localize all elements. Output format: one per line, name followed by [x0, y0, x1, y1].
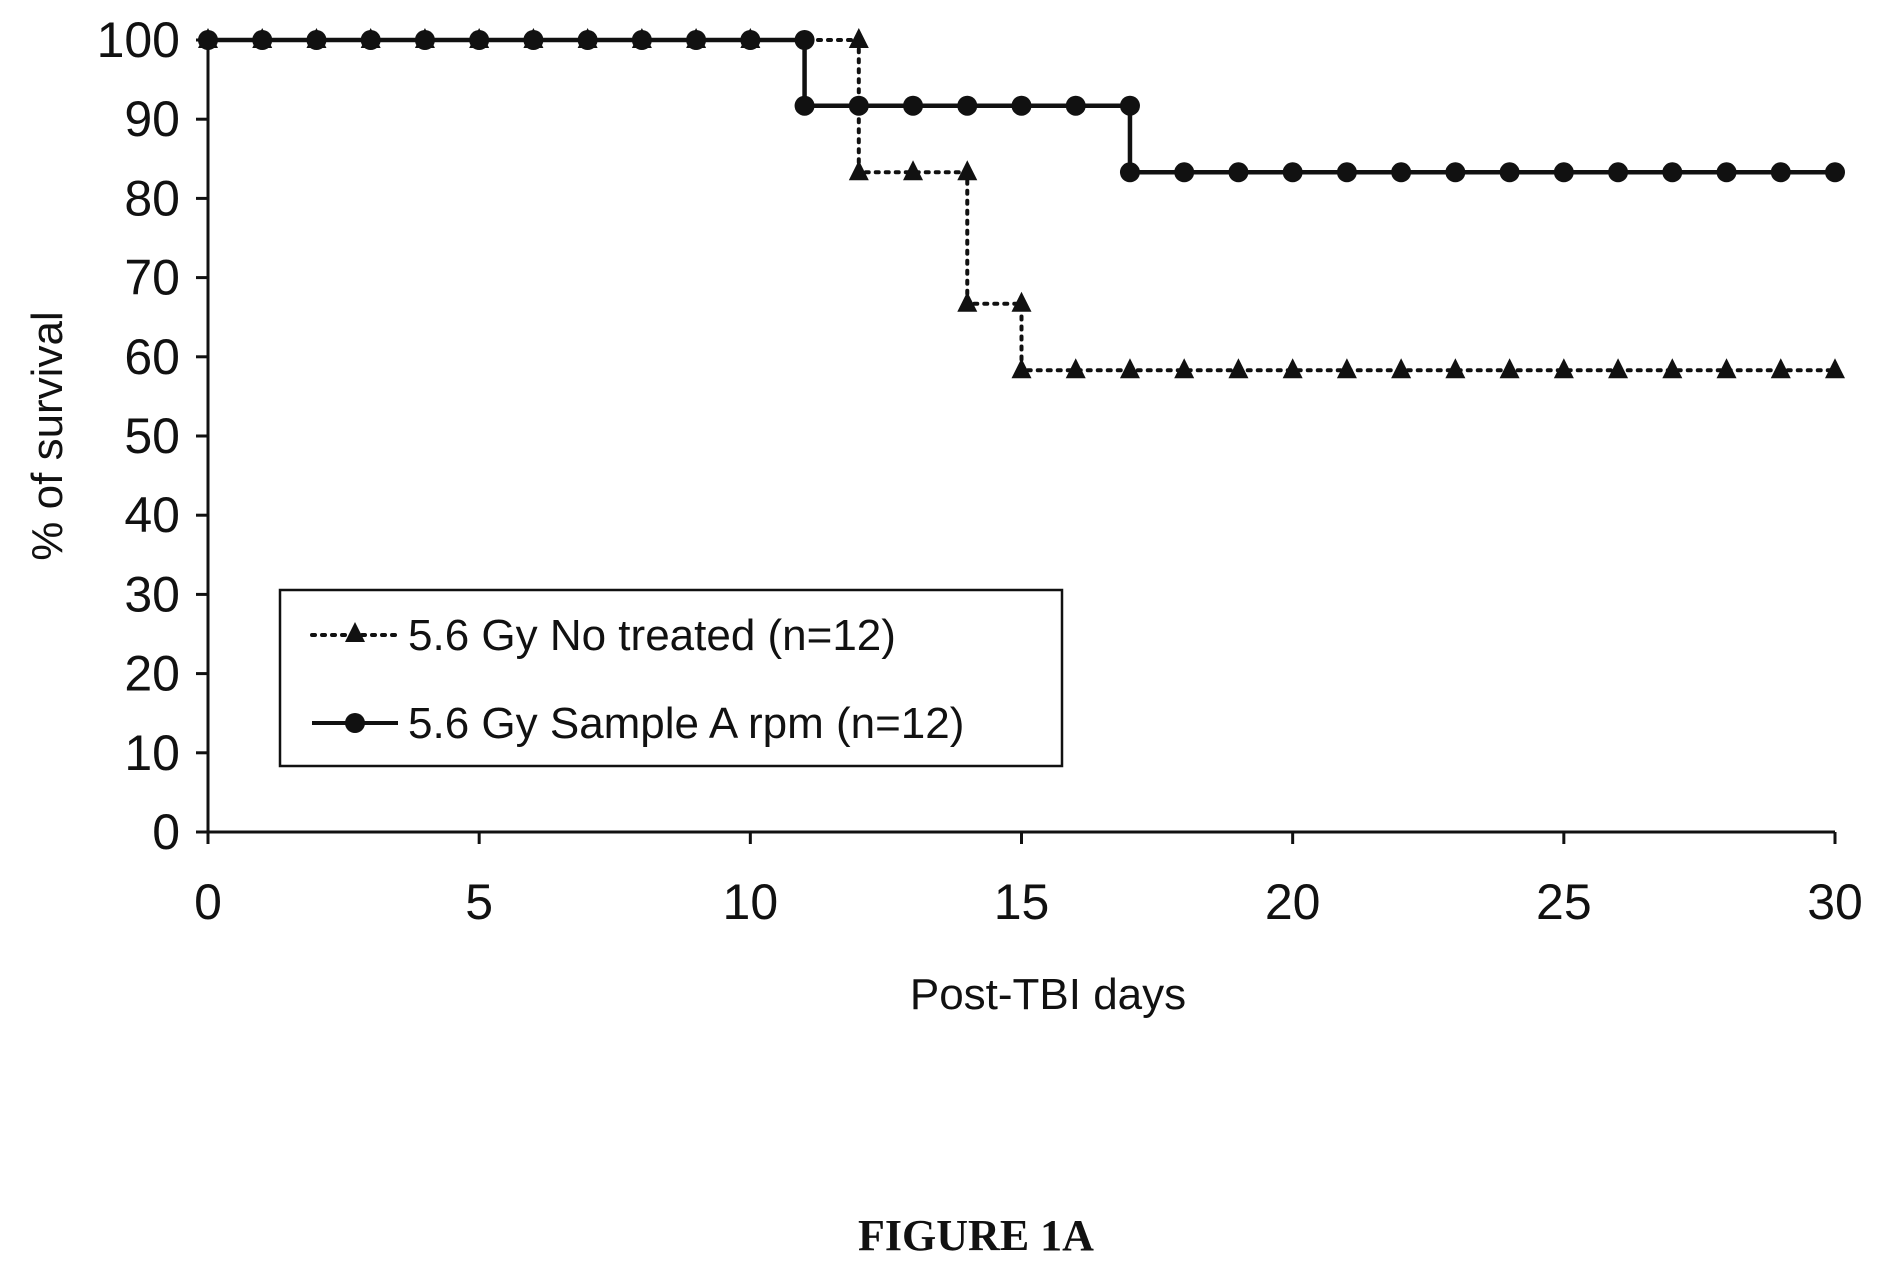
legend-entry-sample-a: 5.6 Gy Sample A rpm (n=12)	[312, 699, 964, 748]
y-tick-label: 80	[124, 170, 180, 226]
y-tick-label: 10	[124, 725, 180, 781]
x-tick-label: 0	[194, 874, 222, 930]
triangle-data-point	[957, 291, 978, 312]
y-tick-label: 50	[124, 408, 180, 464]
circle-data-point	[740, 30, 761, 50]
circle-data-point	[631, 30, 652, 50]
circle-data-point	[1553, 162, 1574, 183]
circle-data-point	[1174, 162, 1195, 183]
legend: 5.6 Gy No treated (n=12) 5.6 Gy Sample A…	[278, 588, 1064, 768]
triangle-data-point	[1228, 358, 1249, 379]
circle-data-point	[1228, 162, 1249, 183]
x-tick-label: 5	[465, 874, 493, 930]
triangle-data-point	[1119, 358, 1140, 379]
circle-data-point	[1011, 95, 1032, 116]
circle-data-point	[1608, 162, 1629, 183]
circle-data-point	[1825, 162, 1845, 183]
series-line	[206, 38, 1837, 373]
x-tick-label: 25	[1536, 874, 1592, 930]
triangle-data-point	[1825, 358, 1845, 379]
triangle-data-point	[1336, 358, 1357, 379]
legend-circle-marker	[345, 713, 365, 733]
series-sample-a	[198, 30, 1845, 183]
circle-data-point	[1499, 162, 1520, 183]
circle-data-point	[1065, 95, 1086, 116]
triangle-data-point	[1391, 358, 1412, 379]
circle-data-point	[794, 30, 815, 50]
y-tick-label: 60	[124, 329, 180, 385]
legend-triangle-marker	[345, 622, 365, 642]
circle-data-point	[523, 30, 544, 50]
circle-data-point	[848, 95, 869, 116]
triangle-data-point	[848, 160, 869, 181]
x-tick-label: 30	[1807, 874, 1863, 930]
y-axis-title: % of survival	[23, 311, 72, 560]
circle-data-point	[1716, 162, 1737, 183]
triangle-data-point	[1065, 358, 1086, 379]
triangle-data-point	[1011, 358, 1032, 379]
y-tick-label: 0	[152, 804, 180, 860]
circle-data-point	[903, 95, 924, 116]
y-tick-label: 20	[124, 646, 180, 702]
triangle-data-point	[1174, 358, 1195, 379]
circle-data-point	[360, 30, 381, 50]
circle-data-point	[1662, 162, 1683, 183]
circle-data-point	[1282, 162, 1303, 183]
y-tick-label: 40	[124, 487, 180, 543]
y-tick-label: 70	[124, 250, 180, 306]
circle-data-point	[957, 95, 978, 116]
x-tick-label: 10	[723, 874, 779, 930]
triangle-data-point	[1282, 358, 1303, 379]
legend-box	[278, 588, 1064, 768]
x-tick-label: 15	[994, 874, 1050, 930]
triangle-data-point	[1499, 358, 1520, 379]
circle-data-point	[1336, 162, 1357, 183]
triangle-data-point	[1770, 358, 1791, 379]
triangle-data-point	[1716, 358, 1737, 379]
figure-caption: FIGURE 1A	[858, 1211, 1094, 1260]
circle-data-point	[1445, 162, 1466, 183]
circle-data-point	[306, 30, 327, 50]
triangle-data-point	[903, 160, 924, 181]
circle-data-point	[1770, 162, 1791, 183]
triangle-data-point	[1608, 358, 1629, 379]
y-tick-label: 90	[124, 91, 180, 147]
x-axis-title: Post-TBI days	[910, 970, 1186, 1019]
circle-data-point	[1119, 95, 1140, 116]
x-ticks: 0 5 10 15 20 25 30	[194, 832, 1863, 930]
circle-data-point	[252, 30, 273, 50]
triangle-data-point	[957, 160, 978, 181]
triangle-data-point	[1553, 358, 1574, 379]
legend-label-sample-a: 5.6 Gy Sample A rpm (n=12)	[408, 699, 964, 748]
legend-entry-no-treated: 5.6 Gy No treated (n=12)	[310, 611, 896, 660]
x-tick-label: 20	[1265, 874, 1321, 930]
circle-data-point	[414, 30, 435, 50]
y-ticks: 0 10 20 30 40 50 60 70 80 90 100	[97, 12, 208, 860]
axes: 0 10 20 30 40 50 60 70 80 90 100 0 5 10 15 20 25 30	[97, 12, 1863, 930]
circle-data-point	[469, 30, 490, 50]
series-layer	[198, 28, 1845, 379]
circle-data-point	[1119, 162, 1140, 183]
y-tick-label: 100	[97, 12, 180, 68]
y-tick-label: 30	[124, 566, 180, 622]
circle-data-point	[686, 30, 707, 50]
circle-data-point	[794, 95, 815, 116]
triangle-data-point	[1662, 358, 1683, 379]
circle-data-point	[577, 30, 598, 50]
triangle-data-point	[1445, 358, 1466, 379]
legend-label-no-treated: 5.6 Gy No treated (n=12)	[408, 611, 896, 660]
circle-data-point	[198, 30, 218, 50]
triangle-data-point	[848, 28, 869, 48]
series-no-treated	[198, 28, 1845, 379]
circle-data-point	[1391, 162, 1412, 183]
triangle-data-point	[1011, 291, 1032, 312]
